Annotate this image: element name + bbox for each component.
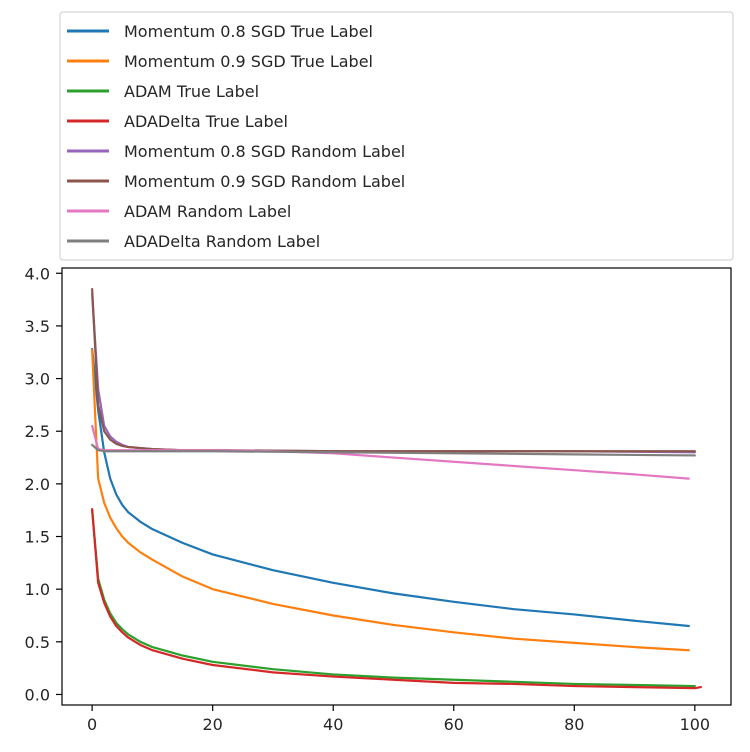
x-tick-label: 40 [323,715,343,734]
y-tick-label: 3.5 [25,317,50,336]
series-line [91,293,696,454]
legend-entry-label: ADAM True Label [124,82,259,101]
y-tick-label: 3.0 [25,370,50,389]
x-tick-label: 80 [564,715,584,734]
y-tick-label: 0.5 [25,633,50,652]
legend-entry-label: Momentum 0.9 SGD Random Label [124,172,405,191]
series-line [91,443,696,457]
x-tick-label: 20 [202,715,222,734]
legend-entry-label: ADADelta True Label [124,112,288,131]
legend-entry-label: ADAM Random Label [124,202,291,221]
y-tick-label: 0.0 [25,685,50,704]
axes-frame [61,267,732,706]
series-line [91,287,696,453]
x-tick-label: 60 [444,715,464,734]
series-line [91,509,696,688]
series-line [91,349,690,652]
legend-entry-label: Momentum 0.9 SGD True Label [124,52,373,71]
x-tick-label: 100 [680,715,711,734]
legend-entry-label: Momentum 0.8 SGD True Label [124,22,373,41]
y-tick-label: 2.5 [25,422,50,441]
y-tick-label: 1.0 [25,580,50,599]
series-line [91,347,690,628]
legend: Momentum 0.8 SGD True Label Momentum 0.9 … [59,11,734,261]
plot-area: 0 20 40 60 80 100 0.0 0.5 1.0 1.5 2.0 2.5 3.0 3.5 4.0 [25,264,732,734]
x-tick-label: 0 [87,715,97,734]
legend-entry-label: ADADelta Random Label [124,232,320,251]
legend-frame [59,11,734,261]
y-tick-label: 4.0 [25,264,50,283]
y-tick-label: 1.5 [25,528,50,547]
legend-entry-label: Momentum 0.8 SGD Random Label [124,142,405,161]
y-tick-label: 2.0 [25,475,50,494]
series-line [91,508,702,690]
